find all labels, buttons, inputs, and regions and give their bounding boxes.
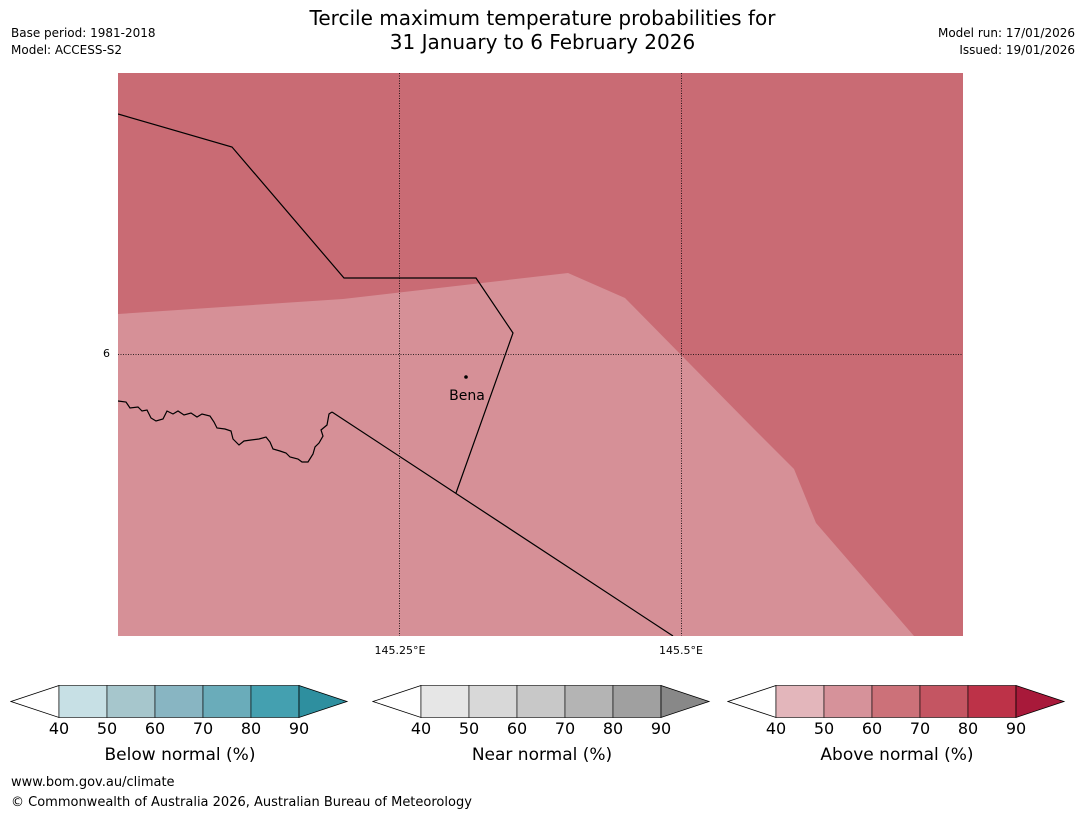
title-line-1: Tercile maximum temperature probabilitie… (309, 6, 776, 30)
footer-url: www.bom.gov.au/climate (11, 775, 175, 790)
page-title: Tercile maximum temperature probabilitie… (0, 6, 1085, 54)
bena-town-label: Bena (449, 388, 485, 404)
legend-tick: 40 (410, 719, 432, 738)
legend-tick: 80 (957, 719, 979, 738)
bena-town-marker (464, 375, 468, 379)
legend-tick: 70 (909, 719, 931, 738)
colorbar-segment (468, 685, 518, 718)
footer-copyright: © Commonwealth of Australia 2026, Austra… (11, 795, 472, 810)
colorbar-below-normal (10, 684, 349, 719)
colorbar-high-arrow (660, 684, 711, 719)
header-meta-left: Base period: 1981-2018 Model: ACCESS-S2 (11, 25, 156, 59)
legend-tick: 50 (813, 719, 835, 738)
colorbar-segment (202, 685, 252, 718)
colorbar-low-arrow (727, 684, 777, 719)
colorbar-above-normal (727, 684, 1066, 719)
legend-tick: 80 (240, 719, 262, 738)
colorbar-low-arrow (372, 684, 422, 719)
legend-above-normal: 40 50 60 70 80 90 Above normal (%) (727, 684, 1067, 765)
legend-title-near-normal: Near normal (%) (471, 745, 613, 765)
colorbar-segment (823, 685, 873, 718)
above-normal-50-60-region (118, 273, 914, 636)
legend-tick: 60 (144, 719, 166, 738)
colorbar-high-arrow (1015, 684, 1066, 719)
colorbar-segment (154, 685, 204, 718)
legend-below-normal: 40 50 60 70 80 90 Below normal (%) (10, 684, 350, 765)
base-period-text: Base period: 1981-2018 (11, 26, 156, 40)
river-boundary (118, 400, 333, 463)
longitude-label-145-5: 145.5°E (659, 644, 703, 657)
legend-near-normal: 40 50 60 70 80 90 Near normal (%) (372, 684, 712, 765)
legend-tick: 90 (1005, 719, 1027, 738)
colorbar-segment (58, 685, 108, 718)
colorbar-segment (106, 685, 156, 718)
legend-tick: 60 (506, 719, 528, 738)
legend-title-above-normal: Above normal (%) (820, 745, 974, 765)
colorbar-segment (420, 685, 470, 718)
colorbar-segment (612, 685, 662, 718)
colorbar-segment (967, 685, 1017, 718)
colorbar-near-normal (372, 684, 711, 719)
legend-tick: 40 (48, 719, 70, 738)
colorbar-segment (516, 685, 566, 718)
colorbar-segment (919, 685, 969, 718)
legend-tick: 50 (96, 719, 118, 738)
title-line-2: 31 January to 6 February 2026 (389, 30, 696, 54)
legend-tick: 80 (602, 719, 624, 738)
legend-tick: 70 (554, 719, 576, 738)
legend-tick: 90 (650, 719, 672, 738)
issued-text: Issued: 19/01/2026 (959, 43, 1075, 57)
province-boundary-north (118, 113, 514, 494)
province-boundary-south (331, 411, 674, 636)
colorbar-segment (775, 685, 825, 718)
forecast-map: Bena (118, 73, 963, 636)
legend-tick: 60 (861, 719, 883, 738)
latitude-label: 6 (103, 347, 110, 360)
colorbar-segment (564, 685, 614, 718)
legend-tick: 40 (765, 719, 787, 738)
model-text: Model: ACCESS-S2 (11, 43, 123, 57)
longitude-label-145-25: 145.25°E (374, 644, 426, 657)
legend-title-below-normal: Below normal (%) (104, 745, 256, 765)
legend-tick: 90 (288, 719, 310, 738)
colorbar-high-arrow (298, 684, 349, 719)
colorbar-segment (250, 685, 300, 718)
header-meta-right: Model run: 17/01/2026 Issued: 19/01/2026 (938, 25, 1075, 59)
colorbar-low-arrow (10, 684, 60, 719)
legend-tick: 70 (192, 719, 214, 738)
model-run-text: Model run: 17/01/2026 (937, 26, 1075, 40)
colorbar-segment (871, 685, 921, 718)
legend-tick: 50 (458, 719, 480, 738)
